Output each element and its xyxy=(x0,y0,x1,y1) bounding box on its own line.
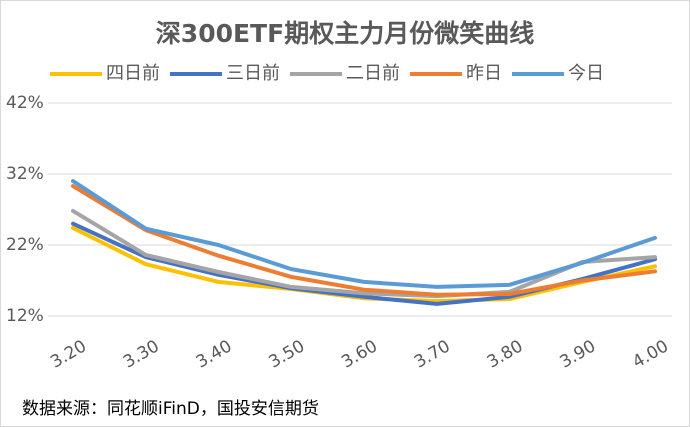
legend-label: 昨日 xyxy=(466,63,502,84)
legend-label: 二日前 xyxy=(346,63,400,84)
legend-label: 三日前 xyxy=(226,63,280,84)
y-tick-label: 42% xyxy=(6,93,44,113)
y-tick-label: 12% xyxy=(6,306,44,326)
legend-label: 四日前 xyxy=(106,63,160,84)
series-line xyxy=(71,184,657,297)
source-note: 数据来源：同花顺iFinD，国投安信期货 xyxy=(22,399,319,419)
chart-title: 深300ETF期权主力月份微笑曲线 xyxy=(156,19,534,48)
series-line xyxy=(71,179,657,289)
y-tick-label: 32% xyxy=(6,164,44,184)
legend-label: 今日 xyxy=(568,63,604,84)
y-tick-label: 22% xyxy=(6,235,44,255)
